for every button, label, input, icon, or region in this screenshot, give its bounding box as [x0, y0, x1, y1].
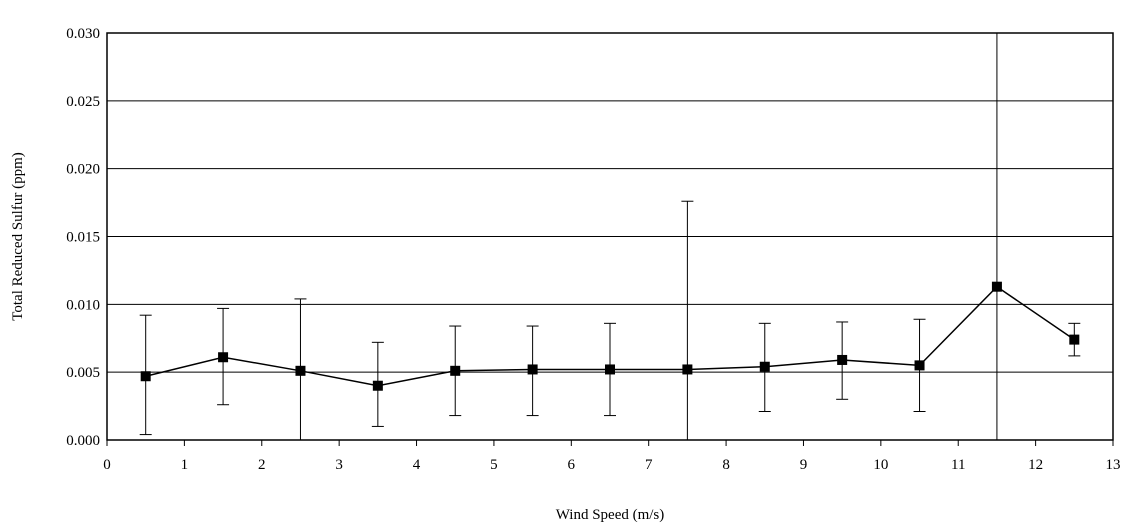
x-tick-label: 4 [413, 457, 421, 473]
x-tick-label: 6 [568, 457, 576, 473]
x-tick-label: 11 [951, 457, 965, 473]
error-bar [681, 200, 694, 440]
y-tick-label: 0.025 [66, 94, 100, 110]
data-point-marker [759, 361, 770, 372]
data-point-marker [605, 364, 615, 375]
x-tick-label: 10 [873, 457, 888, 473]
y-tick-label: 0.005 [66, 365, 100, 381]
x-tick-label: 3 [335, 457, 343, 473]
data-point-marker [218, 352, 229, 363]
y-tick-label: 0.000 [66, 433, 100, 449]
data-point-marker [837, 354, 848, 365]
x-axis-ticks: 0 1 2 3 4 5 6 7 8 9 10 11 12 13 [103, 440, 1121, 473]
x-tick-label: 12 [1028, 457, 1043, 473]
horizontal-gridlines [107, 100, 1113, 373]
y-axis-ticks: 0.000 0.005 0.010 0.015 0.020 0.025 0.030 [66, 26, 100, 449]
y-axis-label: Total Reduced Sulfur (ppm) [10, 152, 26, 321]
y-tick-label: 0.020 [66, 162, 100, 178]
data-point-marker [450, 365, 461, 376]
x-tick-label: 5 [490, 457, 498, 473]
data-point-marker [527, 364, 538, 375]
y-tick-label: 0.030 [66, 26, 100, 42]
y-tick-label: 0.015 [66, 230, 100, 246]
plot-area-frame [106, 32, 1114, 441]
x-tick-label: 9 [800, 457, 808, 473]
x-tick-label: 7 [645, 457, 653, 473]
x-tick-label: 8 [722, 457, 730, 473]
x-axis-label: Wind Speed (m/s) [556, 507, 665, 523]
y-tick-label: 0.010 [66, 297, 100, 313]
data-point-marker [295, 365, 306, 376]
x-tick-label: 0 [103, 457, 111, 473]
data-point-marker [140, 371, 151, 382]
x-tick-label: 13 [1106, 457, 1121, 473]
x-tick-label: 2 [258, 457, 266, 473]
data-point-marker [914, 360, 925, 371]
data-point-marker [682, 364, 693, 375]
data-point-marker [372, 380, 383, 391]
data-point-marker [1069, 334, 1080, 345]
data-markers [140, 281, 1080, 391]
data-point-marker [991, 281, 1002, 292]
x-tick-label: 1 [181, 457, 189, 473]
